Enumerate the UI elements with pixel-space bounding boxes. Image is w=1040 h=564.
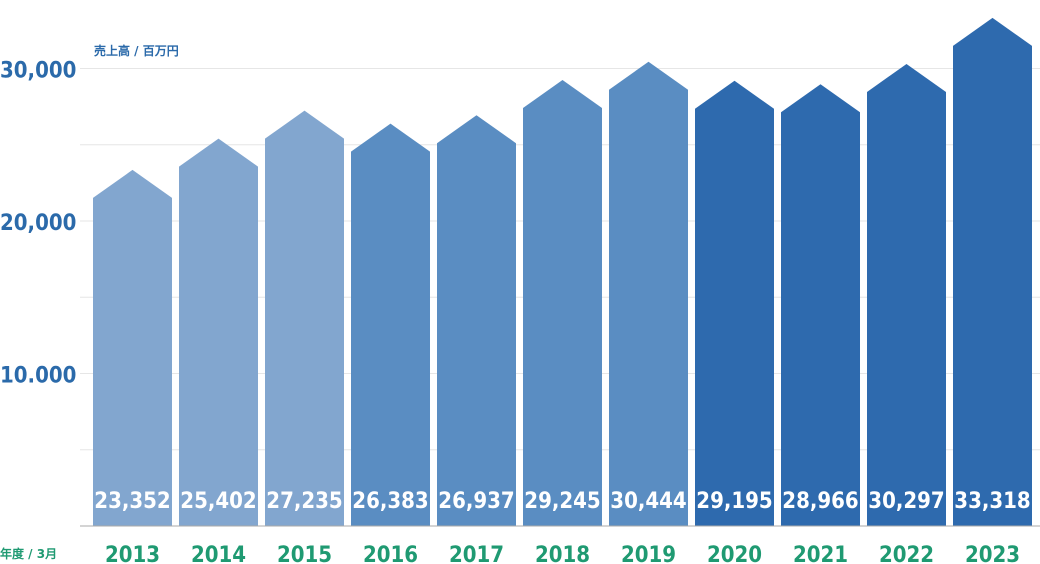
- value-label-2023: 33,318: [954, 489, 1030, 514]
- value-label-2022: 30,297: [868, 489, 944, 514]
- value-label-2019: 30,444: [610, 489, 686, 514]
- bar-2015: [265, 110, 344, 526]
- value-label-2014: 25,402: [180, 489, 256, 514]
- x-tick-label-2013: 2013: [105, 543, 160, 564]
- x-tick-label-2015: 2015: [277, 543, 332, 564]
- y-axis-ticks: 10.000 20,000 30,000: [0, 59, 76, 389]
- bar-2022: [867, 63, 946, 526]
- bar-2014: [179, 138, 258, 526]
- bars: 23,352 25,402 27,235 26,383 26,937 29,245 30,4…: [93, 17, 1032, 527]
- bar-2021: [781, 84, 860, 527]
- y-tick-label: 20,000: [0, 211, 76, 236]
- value-label-2017: 26,937: [438, 489, 514, 514]
- x-tick-label-2022: 2022: [879, 543, 934, 564]
- y-axis-label: 売上高 / 百万円: [94, 43, 179, 58]
- value-label-2016: 26,383: [352, 489, 428, 514]
- value-label-2013: 23,352: [94, 489, 170, 514]
- x-tick-label-2021: 2021: [793, 543, 848, 564]
- x-tick-label-2023: 2023: [965, 543, 1020, 564]
- x-tick-label-2016: 2016: [363, 543, 418, 564]
- y-tick-label: 10.000: [0, 364, 76, 389]
- x-tick-label-2018: 2018: [535, 543, 590, 564]
- value-label-2020: 29,195: [696, 489, 772, 514]
- x-axis-label: 年度 / 3月: [0, 546, 57, 561]
- x-tick-label-2017: 2017: [449, 543, 504, 564]
- bar-2019: [609, 61, 688, 526]
- value-label-2021: 28,966: [782, 489, 858, 514]
- x-tick-label-2020: 2020: [707, 543, 762, 564]
- bar-2013: [93, 169, 172, 526]
- x-tick-label-2014: 2014: [191, 543, 246, 564]
- value-label-2018: 29,245: [524, 489, 600, 514]
- value-label-2015: 27,235: [266, 489, 342, 514]
- bar-2018: [523, 80, 602, 527]
- x-axis-ticks: 2013 2014 2015 2016 2017 2018 2019 2020 2021 2022…: [105, 543, 1020, 564]
- y-tick-label: 30,000: [0, 59, 76, 84]
- x-tick-label-2019: 2019: [621, 543, 676, 564]
- bar-2017: [437, 115, 516, 526]
- bar-2016: [351, 123, 430, 527]
- bar-2023: [953, 17, 1032, 526]
- bar-2020: [695, 80, 774, 527]
